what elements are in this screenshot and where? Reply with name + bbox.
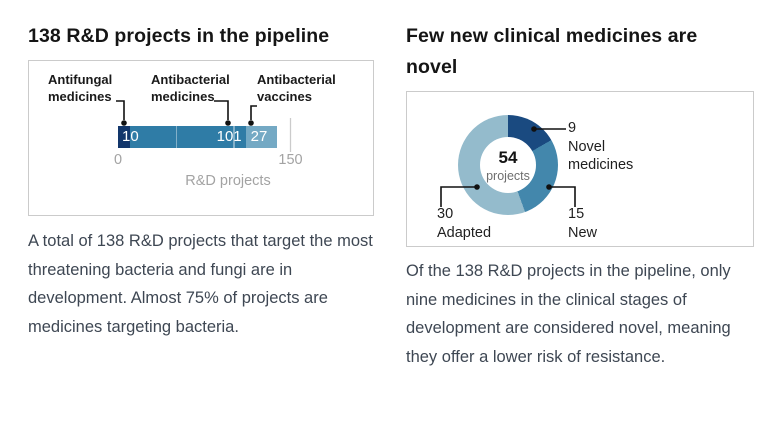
x-axis-tick-0: 0 [113,152,123,168]
donut-chart-box: 54 projects 9 Novel medicines 15 New 30 … [406,91,754,247]
left-panel-title: 138 R&D projects in the pipeline [28,25,330,47]
donut-callout-new-value: 15 [568,206,585,222]
bar-chart-box: Antifungal medicines Antibacterial medic… [28,60,374,216]
donut-callout-novel: 9 Novel medicines [568,119,658,175]
bar-category-label-antibacterial-medicines: Antibacterial medicines [151,72,230,104]
x-axis-tick-150: 150 [278,152,303,168]
right-panel-description: Of the 138 R&D projects in the pipeline,… [406,262,731,366]
donut-center-label: projects [486,168,530,183]
bar-segment-antifungal: 10 [118,126,139,148]
bar-category-label-antifungal: Antifungal medicines [48,72,113,104]
left-panel-description: A total of 138 R&D projects that target … [28,232,373,336]
donut-callout-adapted-value: 30 [437,206,454,222]
donut-center-value: 54 [498,147,518,167]
donut-callout-adapted: 30 Adapted [437,205,491,242]
donut-callout-new: 15 New [568,205,597,242]
bar-segment-antibacterial-vaccines: 27 [245,126,277,148]
stacked-bar: 10 101 27 [118,126,277,148]
donut-callout-novel-value: 9 [568,120,577,136]
bar-value-antibacterial-vaccines: 27 [250,128,268,145]
bar-value-antibacterial-medicines: 101 [216,128,242,145]
bar-value-antifungal: 10 [122,128,139,145]
right-panel-title: Few new clinical medicines are novel [406,25,698,78]
bar-segment-antibacterial-medicines: 101 [129,126,246,148]
bar-gridline [233,126,235,148]
donut-callout-adapted-label: Adapted [437,224,492,241]
donut-callout-novel-label: Novel medicines [568,138,634,174]
bar-gridline [175,126,177,148]
x-axis-title: R&D projects [185,173,271,189]
bar-category-label-antibacterial-vaccines: Antibacterial vaccines [257,72,336,104]
donut-center-text: 54 projects [458,115,558,215]
donut-callout-new-label: New [568,224,598,241]
